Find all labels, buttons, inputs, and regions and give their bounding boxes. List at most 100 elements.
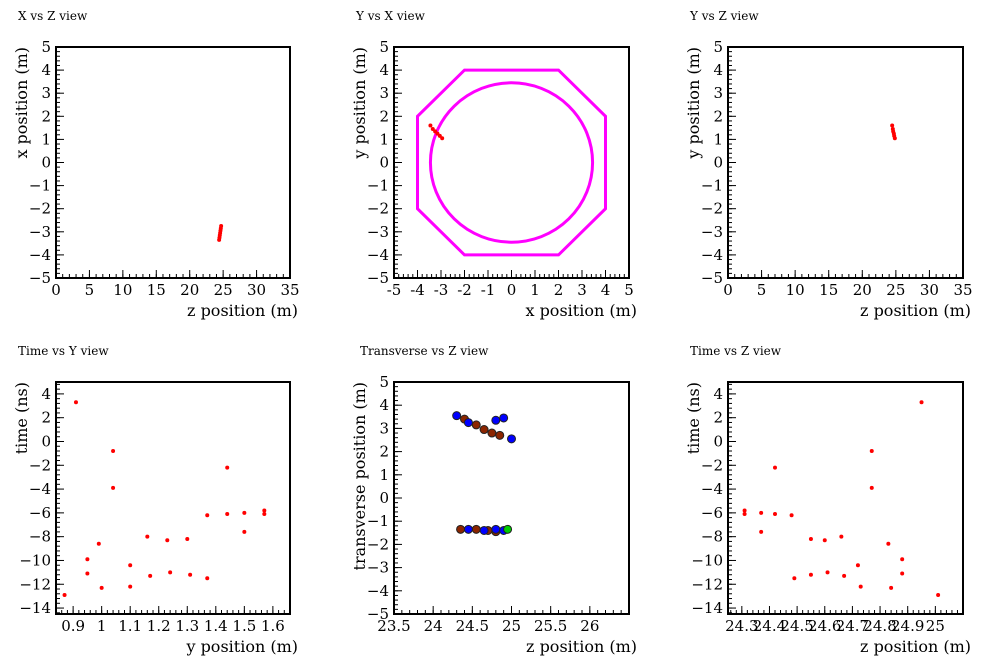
x-tick-label: 25 (502, 617, 521, 635)
plot-frame (55, 46, 291, 279)
panel-time-vs-y: Time vs Y view y position (m) time (ns) … (12, 344, 298, 656)
x-axis-label: y position (m) (185, 637, 298, 656)
x-tick-label: 5 (624, 281, 634, 299)
data-point (185, 537, 190, 542)
data-point (225, 512, 230, 517)
y-tick-label: 1 (41, 130, 51, 148)
x-tick-label: 10 (113, 281, 132, 299)
y-tick-label: −8 (29, 528, 51, 546)
y-tick-label: 1 (379, 130, 389, 148)
x-tick-label: 15 (147, 281, 166, 299)
x-tick-label: 5 (757, 281, 767, 299)
data-point (242, 510, 247, 515)
x-tick-label: 24 (424, 617, 443, 635)
data-point (471, 524, 481, 534)
data-point (62, 592, 67, 597)
y-tick-label: −4 (29, 480, 51, 498)
x-tick-label: 3 (577, 281, 587, 299)
y-tick-label: −5 (367, 269, 389, 287)
data-point (456, 524, 466, 534)
y-tick-label: −4 (701, 480, 723, 498)
x-tick-label: 1.6 (261, 617, 285, 635)
x-tick-label: 24.6 (808, 617, 841, 635)
x-tick-label: 1.3 (175, 617, 199, 635)
x-tick-label: 25 (926, 617, 945, 635)
x-axis-label: z position (m) (860, 301, 971, 320)
panel-title: Transverse vs Z view (360, 344, 489, 358)
y-tick-label: −5 (367, 605, 389, 623)
x-tick-label: 30 (920, 281, 939, 299)
data-point (789, 513, 794, 518)
data-point (463, 418, 473, 428)
x-tick-label: 15 (819, 281, 838, 299)
x-tick-label: 25 (214, 281, 233, 299)
y-tick-label: −6 (701, 504, 723, 522)
y-tick-label: −14 (691, 599, 723, 617)
y-tick-label: 3 (713, 84, 723, 102)
data-point (491, 415, 501, 425)
data-point (479, 525, 489, 535)
x-tick-label: 1 (97, 617, 107, 635)
y-tick-label: 0 (379, 489, 389, 507)
y-tick-label: 5 (41, 38, 51, 56)
panel-title: Y vs X view (355, 9, 426, 23)
y-tick-label: −1 (701, 177, 723, 195)
data-point (507, 434, 516, 444)
plot-frame (727, 381, 964, 615)
y-tick-label: 2 (713, 107, 723, 125)
y-tick-label: −12 (691, 575, 723, 593)
data-point (900, 557, 905, 562)
data-point (900, 571, 905, 576)
x-axis-label: z position (m) (187, 301, 298, 320)
panel-y-vs-x: Y vs X view x position (m) y position (m… (350, 9, 637, 320)
y-tick-label: −4 (367, 246, 389, 264)
data-point (452, 411, 462, 421)
data-point (148, 573, 153, 578)
x-tick-label: 25.5 (534, 617, 567, 635)
y-tick-label: −5 (29, 269, 51, 287)
data-point (759, 529, 764, 534)
y-tick-label: −1 (367, 177, 389, 195)
y-tick-label: 0 (41, 432, 51, 450)
x-tick-label: -3 (434, 281, 449, 299)
x-tick-label: 24.7 (836, 617, 869, 635)
data-point (85, 557, 90, 562)
x-tick-label: 24.5 (780, 617, 813, 635)
x-tick-label: 1.2 (147, 617, 171, 635)
data-point (73, 400, 78, 405)
y-axis-label: time (ns) (684, 382, 703, 454)
data-point (262, 508, 267, 513)
data-point (825, 570, 830, 575)
y-axis-label: y position (m) (350, 47, 369, 160)
data-point (491, 524, 501, 534)
y-tick-label: 2 (379, 107, 389, 125)
y-tick-label: −3 (701, 223, 723, 241)
x-tick-label: 0 (51, 281, 61, 299)
x-tick-label: 2 (554, 281, 564, 299)
x-tick-label: 1.1 (118, 617, 142, 635)
panel-y-vs-z: Y vs Z view z position (m) y position (m… (684, 9, 973, 320)
x-tick-label: 4 (601, 281, 611, 299)
y-tick-label: 4 (41, 385, 51, 403)
y-tick-label: −2 (367, 535, 389, 553)
plot-frame (727, 46, 964, 279)
data-point (869, 485, 874, 490)
x-axis-label: x position (m) (525, 301, 637, 320)
data-point (869, 449, 874, 454)
x-tick-label: 1.5 (232, 617, 256, 635)
x-tick-label: 20 (853, 281, 872, 299)
data-point (85, 571, 90, 576)
data-point (842, 573, 847, 578)
data-point (503, 524, 513, 534)
x-tick-label: 0 (507, 281, 517, 299)
y-tick-label: 4 (379, 61, 389, 79)
data-point (487, 428, 497, 438)
x-tick-label: 35 (953, 281, 972, 299)
y-tick-label: −3 (29, 223, 51, 241)
data-point (242, 529, 247, 534)
y-tick-label: 5 (379, 38, 389, 56)
x-tick-label: 5 (85, 281, 95, 299)
x-tick-label: -5 (387, 281, 402, 299)
y-tick-label: 1 (713, 130, 723, 148)
y-tick-label: 2 (41, 107, 51, 125)
